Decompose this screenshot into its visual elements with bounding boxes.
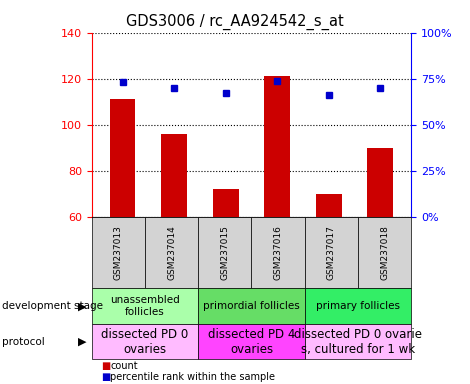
Text: primordial follicles: primordial follicles bbox=[203, 301, 300, 311]
Bar bbox=[110, 99, 135, 217]
Text: percentile rank within the sample: percentile rank within the sample bbox=[110, 372, 275, 382]
Bar bbox=[368, 148, 393, 217]
Text: dissected PD 4
ovaries: dissected PD 4 ovaries bbox=[208, 328, 295, 356]
Text: count: count bbox=[110, 361, 138, 371]
Text: GSM237016: GSM237016 bbox=[274, 225, 282, 280]
Text: development stage: development stage bbox=[2, 301, 103, 311]
Text: ■: ■ bbox=[101, 372, 110, 382]
Text: GSM237018: GSM237018 bbox=[380, 225, 389, 280]
Text: GSM237014: GSM237014 bbox=[167, 225, 176, 280]
Text: GDS3006 / rc_AA924542_s_at: GDS3006 / rc_AA924542_s_at bbox=[126, 13, 344, 30]
Text: unassembled
follicles: unassembled follicles bbox=[110, 295, 180, 317]
Text: primary follicles: primary follicles bbox=[316, 301, 400, 311]
Text: ▶: ▶ bbox=[78, 301, 87, 311]
Text: dissected PD 0
ovaries: dissected PD 0 ovaries bbox=[102, 328, 188, 356]
Bar bbox=[213, 189, 239, 217]
Text: GSM237015: GSM237015 bbox=[220, 225, 229, 280]
Bar bbox=[161, 134, 187, 217]
Text: protocol: protocol bbox=[2, 337, 45, 347]
Text: ▶: ▶ bbox=[78, 337, 87, 347]
Text: GSM237013: GSM237013 bbox=[114, 225, 123, 280]
Bar bbox=[264, 76, 290, 217]
Bar bbox=[316, 194, 342, 217]
Text: ■: ■ bbox=[101, 361, 110, 371]
Text: dissected PD 0 ovarie
s, cultured for 1 wk: dissected PD 0 ovarie s, cultured for 1 … bbox=[294, 328, 422, 356]
Text: GSM237017: GSM237017 bbox=[327, 225, 336, 280]
